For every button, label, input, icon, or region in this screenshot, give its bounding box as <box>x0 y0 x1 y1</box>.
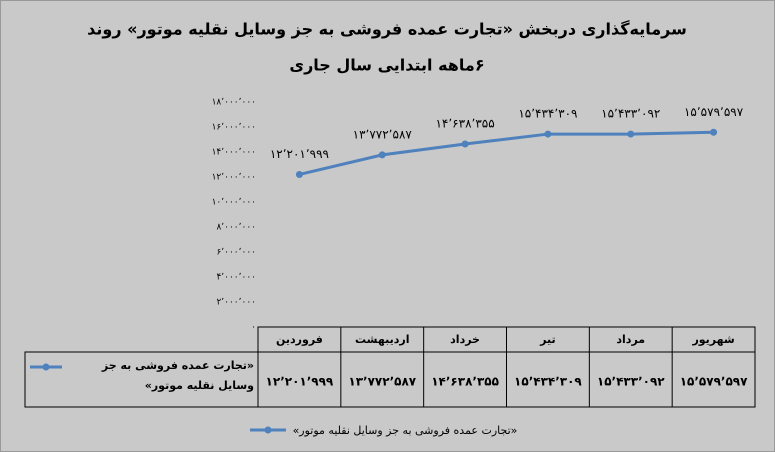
y-tick-label: ۱۰٬۰۰۰٬۰۰۰ <box>212 198 256 208</box>
y-tick-label: ۰ <box>251 323 256 333</box>
point <box>295 170 303 178</box>
data-table-value: ۱۳٬۷۷۲٬۵۸۷ <box>348 375 416 389</box>
data-table-value: ۱۵٬۵۷۹٬۵۹۷ <box>680 375 748 389</box>
data-label: ۱۵٬۵۷۹٬۵۹۷ <box>684 105 744 119</box>
data-table-row-header: «تجارت عمده فروشی به جز وسایل نقلیه موتو… <box>101 359 254 392</box>
legend-label: «تجارت عمده فروشی به جز وسایل نقلیه موتو… <box>293 424 518 437</box>
x-tick-label: مرداد <box>616 333 645 346</box>
data-label: ۱۵٬۴۳۳٬۰۹۲ <box>601 107 660 121</box>
point <box>627 130 635 138</box>
data-table-series-name: «تجارت عمده فروشی به جز وسایل نقلیه موتو… <box>101 359 254 392</box>
y-tick-label: ۶٬۰۰۰٬۰۰۰ <box>216 248 256 258</box>
line <box>299 130 714 176</box>
x-tick-label: تیر <box>539 333 555 346</box>
x-tick-label: خرداد <box>450 333 480 346</box>
data-label: ۱۳٬۷۷۲٬۵۸۷ <box>353 127 413 141</box>
data-table-row-header-cell <box>24 351 259 408</box>
data-table-value: ۱۴٬۶۳۸٬۳۵۵ <box>431 375 499 389</box>
data-table-legend-marker <box>42 363 50 371</box>
y-tick-label: ۸٬۰۰۰٬۰۰۰ <box>216 223 256 233</box>
point <box>544 130 552 138</box>
point <box>461 140 469 148</box>
x-tick-label: شهریور <box>691 333 734 346</box>
data-label: ۱۲٬۲۰۱٬۹۹۹ <box>270 147 329 161</box>
y-tick-label: ۱۸٬۰۰۰٬۰۰۰ <box>212 98 256 108</box>
y-tick-label: ۴٬۰۰۰٬۰۰۰ <box>216 273 256 283</box>
y-tick-label: ۱۲٬۰۰۰٬۰۰۰ <box>212 173 256 183</box>
data-label: ۱۴٬۶۳۸٬۳۵۵ <box>435 117 494 131</box>
chart-subtitle: ۶ماهه ابتدایی سال جاری <box>289 56 484 75</box>
data-table-value: ۱۵٬۴۳۴٬۳۰۹ <box>514 375 582 389</box>
y-tick-label: ۱۴٬۰۰۰٬۰۰۰ <box>212 148 256 158</box>
data-table-value: ۱۲٬۲۰۱٬۹۹۹ <box>266 375 334 389</box>
x-tick-label: اردیبهشت <box>355 333 409 346</box>
data-label: ۱۵٬۴۳۴٬۳۰۹ <box>518 107 577 121</box>
point <box>378 151 386 159</box>
legend-marker <box>264 426 272 434</box>
y-tick-label: ۱۶٬۰۰۰٬۰۰۰ <box>212 123 256 133</box>
y-tick-label: ۲٬۰۰۰٬۰۰۰ <box>216 298 256 308</box>
data-table-value: ۱۵٬۴۳۳٬۰۹۲ <box>597 375 665 389</box>
chart-title: سرمایه‌گذاری دربخش «تجارت عمده فروشی به … <box>87 20 687 39</box>
x-tick-label: فروردین <box>276 333 323 346</box>
point <box>710 128 718 136</box>
